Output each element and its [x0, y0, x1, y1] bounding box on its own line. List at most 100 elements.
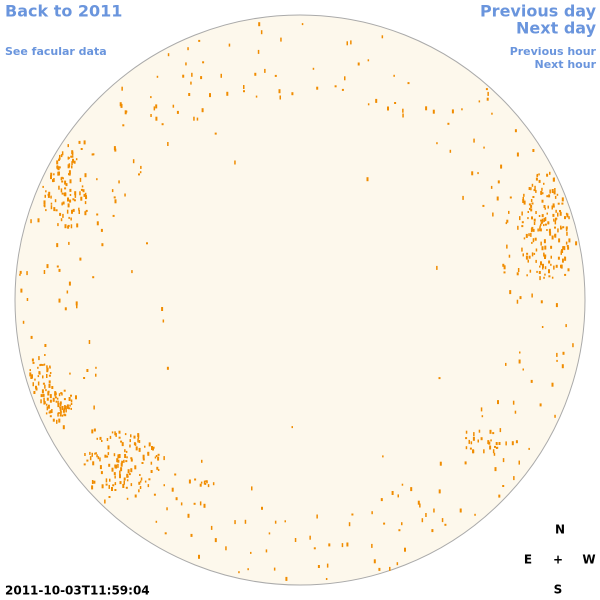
compass-west: W: [582, 553, 595, 567]
facula: [539, 403, 542, 407]
facula: [150, 470, 153, 473]
facula: [438, 489, 441, 494]
facula: [551, 205, 553, 210]
facula: [301, 23, 304, 26]
facula: [527, 211, 529, 213]
facula: [79, 191, 81, 196]
facula: [486, 97, 489, 101]
back-link[interactable]: Back to 2011: [5, 2, 122, 21]
previous-day-link[interactable]: Previous day: [480, 2, 597, 21]
facula: [44, 401, 46, 405]
facula: [255, 95, 258, 98]
facula: [94, 452, 96, 455]
facula: [566, 213, 569, 218]
facula: [528, 187, 531, 190]
facula: [540, 300, 543, 304]
facula: [140, 477, 143, 481]
facula: [60, 392, 62, 394]
facula: [67, 197, 69, 202]
facula: [522, 199, 525, 203]
facula: [559, 211, 562, 216]
facula: [519, 216, 521, 221]
facula: [534, 237, 537, 241]
facula: [544, 255, 546, 259]
facula: [42, 364, 44, 366]
facula: [441, 518, 444, 523]
facula: [228, 43, 231, 47]
facula: [118, 180, 120, 184]
facula: [67, 144, 69, 148]
facula: [391, 491, 394, 495]
facula: [549, 189, 551, 194]
facula: [105, 483, 108, 486]
next-day-link[interactable]: Next day: [516, 19, 597, 38]
facula: [96, 178, 98, 181]
facula: [58, 418, 61, 423]
facula: [528, 447, 530, 450]
facula: [503, 265, 506, 270]
facula: [106, 455, 109, 458]
facula: [536, 173, 539, 177]
facula: [509, 290, 512, 295]
facula: [51, 409, 53, 413]
facula: [351, 513, 354, 516]
facula: [35, 385, 37, 389]
facular-link[interactable]: See facular data: [5, 45, 107, 58]
facula: [521, 211, 523, 216]
facula: [52, 179, 54, 183]
facula: [58, 157, 61, 160]
facula: [209, 93, 211, 98]
facula: [564, 273, 567, 276]
previous-hour-link[interactable]: Previous hour: [510, 45, 597, 58]
facula: [104, 499, 106, 504]
facula: [285, 576, 288, 581]
facula: [554, 234, 556, 237]
facula: [193, 116, 195, 121]
facula: [59, 166, 61, 169]
facula: [118, 436, 121, 439]
facula: [328, 543, 331, 547]
facula: [148, 478, 151, 481]
facula: [560, 264, 563, 269]
facula: [162, 319, 165, 323]
facula: [163, 456, 165, 461]
facula: [67, 225, 70, 229]
facula: [92, 276, 95, 279]
facula: [554, 414, 556, 418]
facula: [513, 476, 515, 481]
facula: [546, 212, 548, 215]
facula: [560, 225, 562, 230]
facula: [531, 293, 533, 298]
facula: [459, 508, 462, 513]
facula: [254, 72, 257, 76]
facula: [542, 263, 544, 268]
facula: [200, 76, 203, 80]
facula: [105, 478, 108, 483]
facula: [543, 276, 545, 279]
facula: [543, 217, 545, 222]
facula: [114, 475, 116, 479]
facula: [59, 414, 62, 417]
facula: [46, 264, 49, 269]
facula: [552, 213, 555, 217]
facula: [43, 200, 46, 205]
facula: [138, 489, 140, 493]
facula: [498, 442, 501, 445]
facula: [535, 211, 537, 214]
facula: [543, 205, 546, 208]
facula: [91, 485, 94, 490]
facula: [530, 379, 533, 383]
facula: [493, 452, 496, 456]
facula: [487, 440, 490, 445]
facula: [490, 185, 493, 189]
facula: [436, 142, 438, 145]
facula: [40, 399, 42, 404]
facula: [61, 151, 64, 156]
facula: [553, 191, 556, 195]
facula: [511, 441, 514, 446]
next-hour-link[interactable]: Next hour: [535, 58, 597, 71]
facula: [19, 270, 22, 274]
facula: [44, 344, 47, 347]
facula: [138, 440, 141, 443]
